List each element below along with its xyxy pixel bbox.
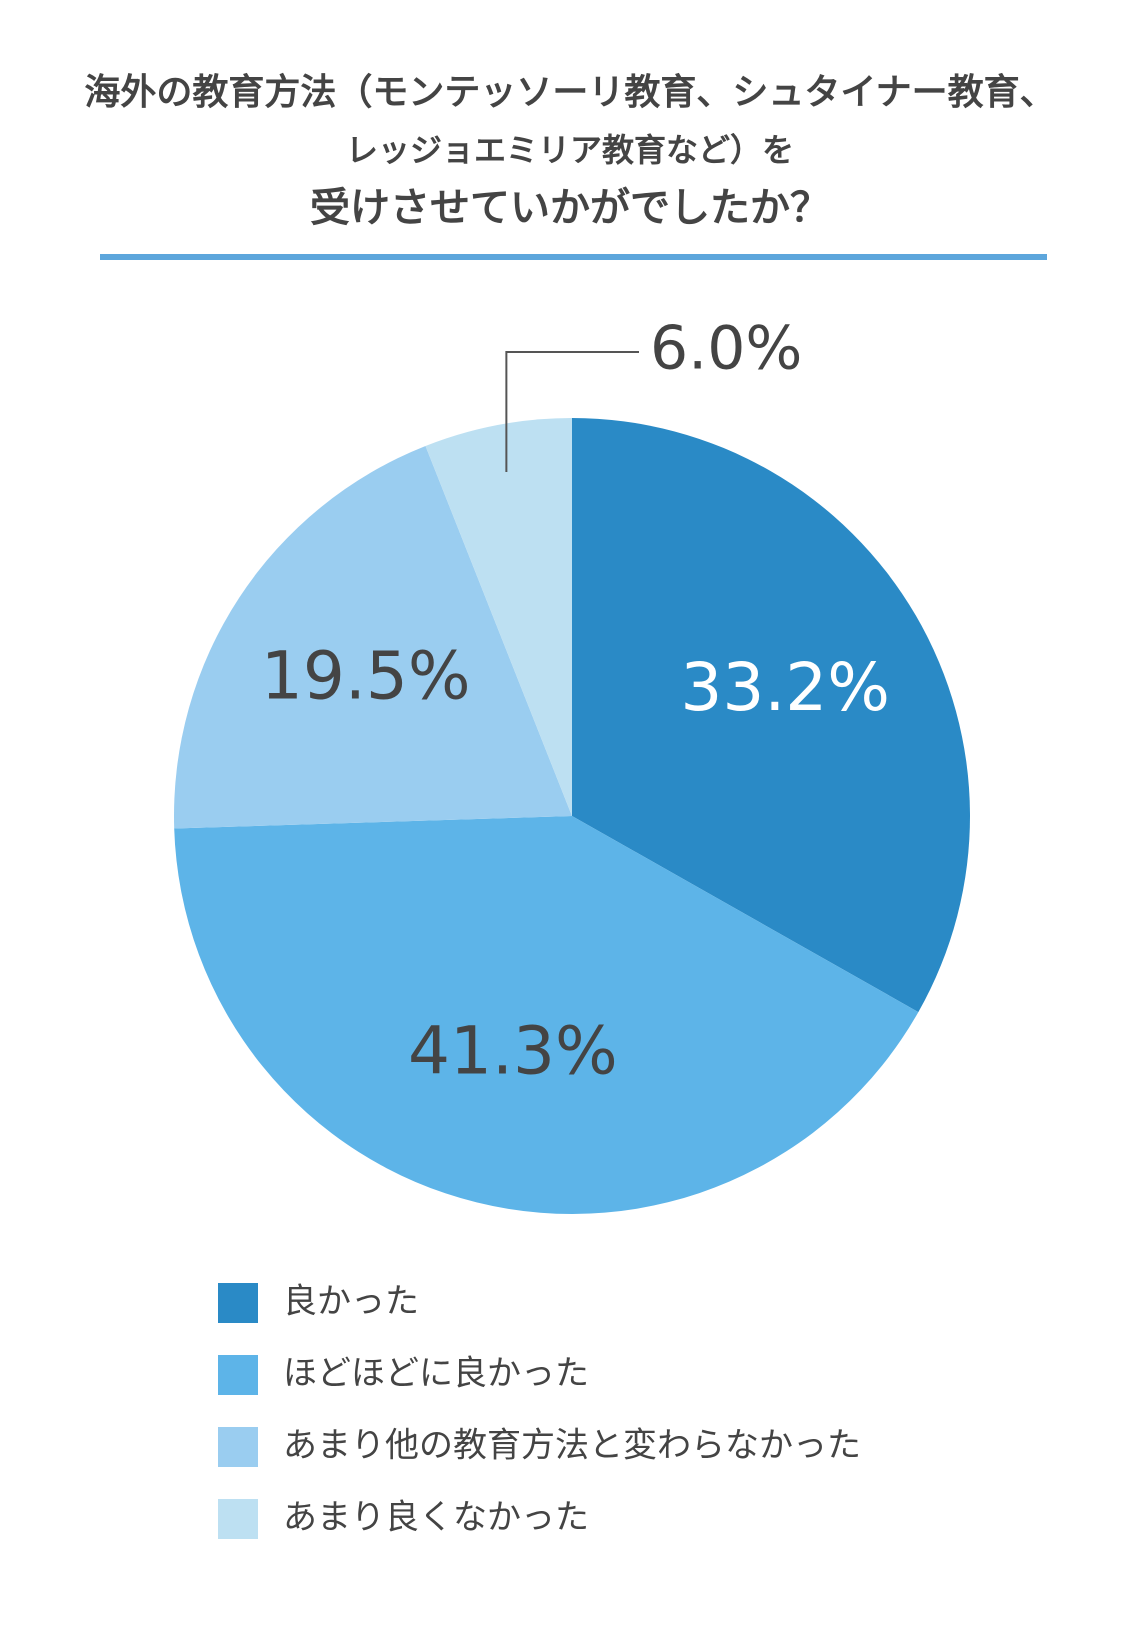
pie-slice <box>174 816 919 1214</box>
legend-swatch <box>218 1427 258 1467</box>
chart-title: レッジョエミリア教育など）を <box>346 131 794 169</box>
legend-label: 良かった <box>283 1282 419 1322</box>
pie-slice <box>174 445 573 829</box>
title-rule <box>100 254 1047 260</box>
pie-slice <box>572 418 970 1013</box>
chart-title: 受けさせていかがでしたか？ <box>310 185 830 231</box>
legend-swatch <box>218 1355 258 1395</box>
legend-swatch <box>218 1283 258 1323</box>
chart-title: 海外の教育方法（モンテッソーリ教育、シュタイナー教育、 <box>84 72 1055 113</box>
legend-label: あまり他の教育方法と変わらなかった <box>283 1426 861 1466</box>
legend-swatch <box>218 1499 258 1539</box>
pie-slice <box>425 418 572 816</box>
data-label: 33.2% <box>680 649 890 726</box>
legend-label: ほどほどに良かった <box>283 1354 589 1394</box>
data-label: 19.5% <box>261 638 471 715</box>
legend-label: あまり良くなかった <box>283 1498 589 1538</box>
data-label: 41.3% <box>408 1013 618 1090</box>
leader-line <box>505 351 639 472</box>
data-label: 6.0% <box>650 314 802 384</box>
